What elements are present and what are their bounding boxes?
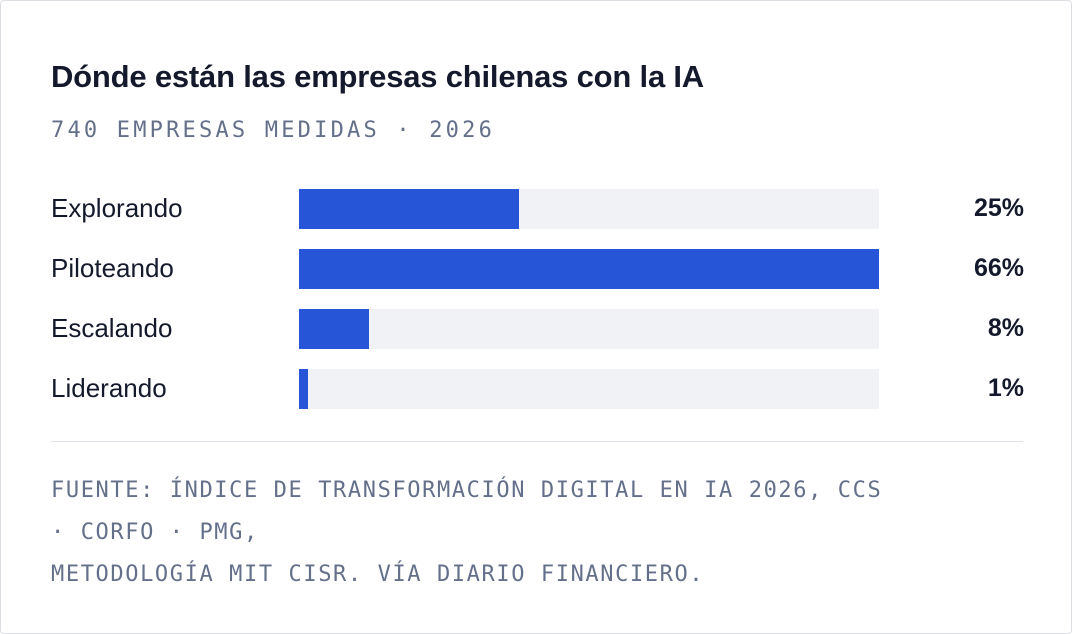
bar-track [299, 309, 879, 349]
source-note: FUENTE: ÍNDICE DE TRANSFORMACIÓN DIGITAL… [51, 470, 1011, 596]
bar [299, 249, 879, 289]
divider [51, 441, 1023, 442]
category-label: Piloteando [51, 253, 174, 283]
bar-row: Escalando 8% [1, 309, 1072, 349]
category-label: Explorando [51, 193, 183, 223]
value-label: 1% [987, 374, 1024, 402]
chart-title: Dónde están las empresas chilenas con la… [51, 59, 704, 94]
bar [299, 369, 308, 409]
value-label: 66% [973, 254, 1024, 282]
bar [299, 309, 369, 349]
bar-row: Piloteando 66% [1, 249, 1072, 289]
value-label: 8% [987, 314, 1024, 342]
bar-track [299, 249, 879, 289]
source-line: FUENTE: ÍNDICE DE TRANSFORMACIÓN DIGITAL… [51, 478, 883, 503]
category-label: Escalando [51, 313, 173, 343]
bar-row: Explorando 25% [1, 189, 1072, 229]
source-line: · CORFO · PMG, [51, 520, 259, 545]
bar-row: Liderando 1% [1, 369, 1072, 409]
bar-chart: Explorando 25% Piloteando 66% Escalando 8% Lid… [1, 1, 1072, 431]
value-label: 25% [973, 194, 1024, 222]
chart-subtitle: 740 EMPRESAS MEDIDAS · 2026 [51, 118, 496, 143]
bar-track [299, 369, 879, 409]
category-label: Liderando [51, 373, 167, 403]
bar [299, 189, 519, 229]
bar-track [299, 189, 879, 229]
source-line: METODOLOGÍA MIT CISR. VÍA DIARIO FINANCI… [51, 562, 705, 587]
